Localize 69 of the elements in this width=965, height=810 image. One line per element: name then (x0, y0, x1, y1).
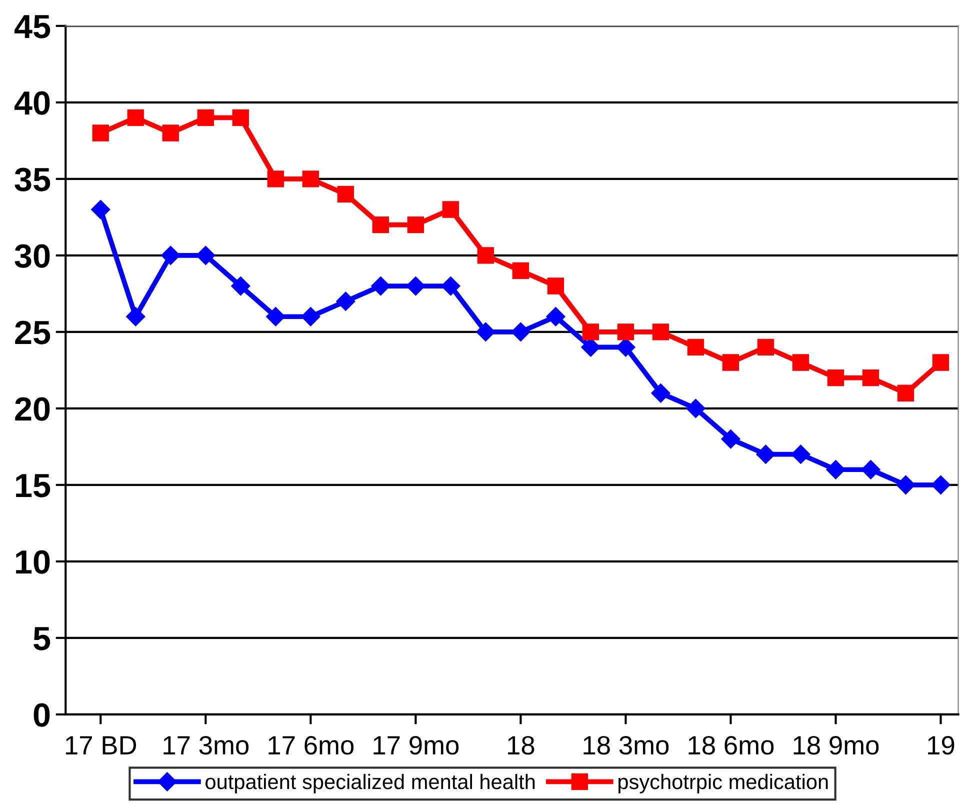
point (826, 460, 846, 480)
point (477, 247, 494, 264)
point (161, 246, 180, 265)
y-tick-label: 30 (14, 244, 50, 268)
point (617, 324, 634, 340)
y-tick-label: 40 (14, 91, 50, 115)
y-tick-label: 10 (16, 550, 50, 574)
point (92, 124, 109, 142)
point (127, 109, 144, 126)
y-tick-label: 20 (15, 397, 50, 421)
point (266, 307, 286, 326)
point (302, 170, 319, 188)
y-tick-label: 35 (14, 168, 50, 192)
x-tick-label: 19 (928, 736, 954, 755)
point (896, 475, 916, 494)
point (547, 278, 564, 294)
point (862, 369, 880, 386)
point (511, 322, 530, 342)
x-tick-label: 18 6mo (688, 736, 774, 755)
point (722, 354, 740, 371)
point (756, 444, 776, 464)
point (476, 322, 496, 342)
point (546, 307, 566, 326)
point (651, 384, 670, 403)
y-tick-label: 45 (14, 15, 50, 38)
point (407, 216, 424, 234)
point (372, 216, 389, 234)
point (267, 170, 284, 188)
y-tick-label: 5 (34, 627, 50, 650)
point (512, 262, 530, 280)
point (687, 338, 704, 356)
point (757, 338, 774, 356)
point (441, 276, 460, 296)
point (686, 398, 706, 418)
point (791, 444, 810, 464)
point (197, 109, 214, 126)
point (932, 354, 950, 371)
point (337, 186, 354, 203)
point (931, 475, 950, 494)
x-tick-label: 17 6mo (268, 736, 354, 755)
legend-label: outpatient specialized mental health (206, 774, 535, 794)
x-tick-label: 18 9mo (794, 736, 879, 755)
point (371, 276, 390, 296)
point (721, 429, 740, 449)
point (126, 307, 146, 326)
point (196, 246, 216, 265)
point (442, 201, 460, 218)
point (162, 124, 179, 142)
point (827, 369, 844, 386)
point (582, 324, 600, 340)
point (897, 384, 914, 402)
point (861, 460, 880, 480)
x-tick-label: 18 (508, 736, 534, 755)
x-tick-label: 17 9mo (374, 736, 459, 755)
x-tick-label: 17 BD (66, 736, 136, 754)
legend-label: psychotrpic medication (618, 774, 828, 794)
point (336, 292, 356, 311)
x-tick-label: 17 3mo (164, 736, 249, 755)
point (301, 307, 320, 326)
point (652, 324, 670, 340)
point (792, 354, 810, 371)
y-tick-label: 0 (34, 703, 50, 727)
y-tick-label: 15 (16, 474, 50, 498)
point (231, 276, 250, 296)
point (406, 276, 426, 296)
point (232, 109, 249, 126)
y-tick-label: 25 (15, 320, 50, 344)
point (91, 200, 110, 220)
x-tick-label: 18 3mo (584, 736, 669, 755)
